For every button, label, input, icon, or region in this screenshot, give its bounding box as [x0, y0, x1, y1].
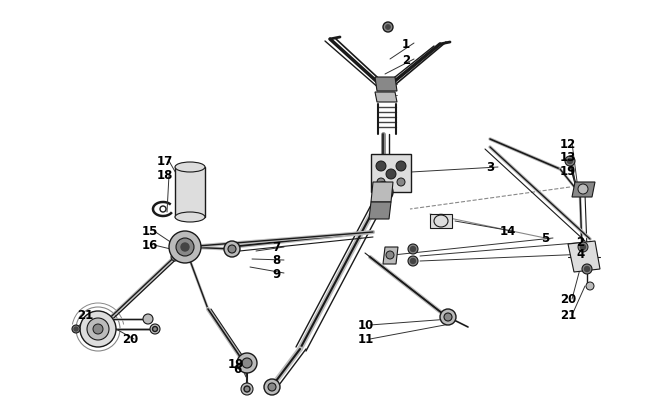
Circle shape: [93, 324, 103, 334]
Circle shape: [385, 26, 391, 30]
Circle shape: [444, 313, 452, 321]
Circle shape: [181, 243, 189, 252]
Circle shape: [383, 23, 393, 33]
Circle shape: [241, 383, 253, 395]
Text: 17: 17: [157, 155, 174, 168]
Circle shape: [244, 386, 250, 392]
Text: 21: 21: [77, 309, 93, 322]
Text: 19: 19: [560, 165, 577, 178]
Text: 14: 14: [500, 225, 516, 238]
Circle shape: [386, 252, 394, 259]
Circle shape: [411, 259, 415, 264]
Circle shape: [150, 324, 160, 334]
Circle shape: [567, 159, 573, 164]
Text: 13: 13: [560, 151, 577, 164]
Circle shape: [586, 282, 594, 290]
Ellipse shape: [175, 162, 205, 173]
Circle shape: [408, 244, 418, 254]
Text: 20: 20: [122, 333, 138, 345]
Text: 11: 11: [358, 333, 374, 345]
Polygon shape: [430, 215, 452, 228]
Text: 19: 19: [228, 358, 244, 371]
Circle shape: [578, 185, 588, 194]
Ellipse shape: [434, 215, 448, 228]
Circle shape: [153, 327, 157, 332]
Circle shape: [578, 243, 588, 252]
Polygon shape: [375, 93, 397, 103]
Text: 18: 18: [157, 169, 174, 182]
Circle shape: [373, 183, 393, 202]
Text: 16: 16: [142, 239, 159, 252]
Text: 1: 1: [402, 37, 410, 50]
Circle shape: [582, 264, 592, 274]
Circle shape: [396, 162, 406, 172]
Text: 10: 10: [358, 319, 374, 332]
Ellipse shape: [175, 213, 205, 222]
Circle shape: [378, 188, 388, 198]
Text: 3: 3: [486, 161, 494, 174]
Circle shape: [408, 256, 418, 266]
Polygon shape: [175, 168, 205, 217]
Circle shape: [377, 179, 385, 187]
Circle shape: [72, 325, 80, 333]
Circle shape: [228, 245, 236, 254]
Circle shape: [584, 267, 590, 272]
Text: 15: 15: [142, 225, 159, 238]
Circle shape: [386, 170, 396, 179]
Polygon shape: [572, 183, 595, 198]
Circle shape: [169, 231, 201, 263]
Circle shape: [376, 162, 386, 172]
Circle shape: [242, 358, 252, 368]
Polygon shape: [371, 183, 393, 202]
Text: 20: 20: [560, 293, 577, 306]
Circle shape: [237, 353, 257, 373]
Circle shape: [264, 379, 280, 395]
Circle shape: [80, 311, 116, 347]
Text: 21: 21: [560, 309, 577, 322]
Polygon shape: [383, 247, 398, 264]
Text: 2: 2: [576, 236, 584, 249]
Circle shape: [143, 314, 153, 324]
Circle shape: [440, 309, 456, 325]
Circle shape: [580, 245, 586, 250]
Text: 7: 7: [272, 241, 280, 254]
Circle shape: [171, 254, 179, 261]
Circle shape: [397, 179, 405, 187]
Circle shape: [176, 239, 194, 256]
Circle shape: [268, 383, 276, 391]
Circle shape: [74, 327, 78, 331]
Text: 12: 12: [560, 137, 577, 150]
Polygon shape: [568, 241, 600, 272]
Text: 8: 8: [272, 254, 280, 267]
Polygon shape: [369, 202, 391, 220]
Text: 5: 5: [541, 232, 549, 245]
Polygon shape: [371, 155, 411, 192]
Circle shape: [565, 157, 575, 166]
Circle shape: [224, 241, 240, 257]
Text: 2: 2: [402, 53, 410, 66]
Circle shape: [411, 247, 415, 252]
Text: 4: 4: [576, 248, 584, 261]
Circle shape: [87, 318, 109, 340]
Text: 6: 6: [233, 362, 241, 375]
Polygon shape: [375, 78, 397, 92]
Text: 9: 9: [272, 267, 280, 280]
